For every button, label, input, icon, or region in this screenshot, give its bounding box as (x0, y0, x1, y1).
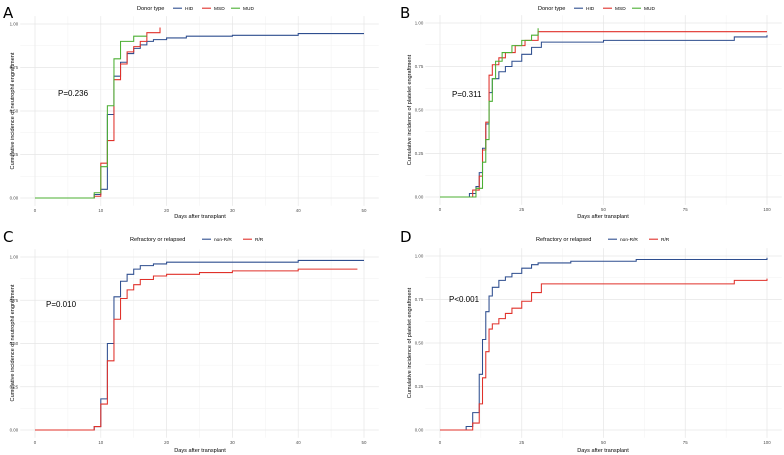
x-tick-label: 0 (34, 208, 37, 213)
y-axis-title: Cumulative incidence of platelet engraft… (407, 54, 413, 165)
legend-label: R/R (661, 237, 670, 243)
panel-letter: B (400, 4, 410, 22)
p-value-annotation: P=0.236 (58, 89, 89, 98)
x-tick-label: 30 (230, 208, 235, 213)
x-tick-label: 25 (519, 440, 524, 445)
x-tick-label: 30 (230, 440, 235, 445)
series-line-mud (35, 35, 147, 199)
panel-letter: A (3, 4, 14, 22)
legend-title: Refractory or relapsed (536, 237, 591, 243)
y-tick-label: 0.25 (10, 384, 19, 389)
y-tick-label: 1.00 (10, 22, 19, 27)
y-axis-title: Cumulative incidence of neutrophil engra… (10, 284, 16, 401)
x-tick-label: 0 (439, 207, 442, 212)
series-line-r-r (35, 268, 358, 431)
panel-c: 0 10 20 30 40 50 0.00 0.25 0.50 0.75 1.00 Days afte… (3, 228, 379, 454)
panel-d: 0 25 50 75 100 0.00 0.25 0.50 0.75 1.00 Days after… (400, 228, 782, 454)
legend: Donor type HID MSD MUD (137, 6, 254, 12)
y-tick-label: 0.75 (415, 64, 424, 69)
series-line-non-r-r (35, 259, 364, 431)
y-tick-label: 0.75 (10, 65, 19, 70)
x-tick-label: 100 (763, 440, 771, 445)
y-tick-label: 0.50 (415, 108, 424, 113)
legend-label: HID (586, 6, 595, 12)
p-value-annotation: P<0.001 (449, 295, 480, 304)
series-line-mud (440, 28, 539, 198)
legend: Donor type HID MSD MUD (538, 6, 655, 12)
series-line-non-r-r (440, 257, 768, 431)
legend-title: Donor type (538, 6, 565, 12)
p-value-annotation: P=0.010 (46, 300, 77, 309)
x-axis-title: Days after transplant (577, 214, 629, 220)
x-tick-label: 0 (34, 440, 37, 445)
panel-b: 0 25 50 75 100 0.00 0.25 0.50 0.75 1.00 Days after… (400, 4, 782, 220)
legend: Refractory or relapsed non-R/R R/R (130, 237, 264, 243)
x-tick-label: 0 (439, 440, 442, 445)
legend-label: R/R (255, 237, 264, 243)
x-tick-label: 50 (601, 440, 606, 445)
y-tick-label: 1.00 (10, 255, 19, 260)
y-tick-label: 0.25 (415, 151, 424, 156)
y-tick-label: 0.50 (10, 109, 19, 114)
x-tick-label: 50 (362, 208, 367, 213)
x-tick-label: 20 (164, 440, 169, 445)
y-tick-label: 0.00 (415, 195, 424, 200)
y-tick-label: 0.50 (10, 341, 19, 346)
series-line-msd (440, 31, 767, 198)
y-tick-label: 1.00 (415, 21, 424, 26)
panel-letter: C (3, 228, 13, 246)
y-tick-label: 1.00 (415, 254, 424, 259)
x-tick-label: 100 (763, 207, 771, 212)
series-line-hid (35, 33, 364, 199)
x-tick-label: 50 (362, 440, 367, 445)
x-tick-label: 40 (296, 440, 301, 445)
legend-label: MUD (644, 6, 655, 12)
legend-label: non-R/R (214, 237, 232, 243)
y-axis-title: Cumulative incidence of neutrophil engra… (10, 52, 16, 169)
x-tick-label: 40 (296, 208, 301, 213)
x-axis-title: Days after transplant (174, 214, 226, 220)
x-tick-label: 50 (601, 207, 606, 212)
y-tick-label: 0.00 (10, 428, 19, 433)
legend-title: Refractory or relapsed (130, 237, 185, 243)
p-value-annotation: P=0.311 (452, 90, 482, 99)
series-line-r-r (440, 278, 768, 431)
x-tick-label: 10 (98, 208, 103, 213)
legend-label: non-R/R (620, 237, 638, 243)
x-tick-label: 10 (98, 440, 103, 445)
x-tick-label: 25 (519, 207, 524, 212)
x-tick-label: 75 (683, 440, 688, 445)
y-axis-title: Cumulative incidence of platelet engraft… (407, 287, 413, 398)
legend-label: HID (185, 6, 194, 12)
y-tick-label: 0.25 (10, 152, 19, 157)
legend: Refractory or relapsed non-R/R R/R (536, 237, 670, 243)
y-tick-label: 0.75 (415, 297, 424, 302)
x-axis-title: Days after transplant (577, 448, 629, 454)
y-tick-label: 0.00 (10, 196, 19, 201)
legend-title: Donor type (137, 6, 164, 12)
y-tick-label: 0.50 (415, 341, 424, 346)
legend-label: MSD (615, 6, 626, 12)
x-axis-title: Days after transplant (174, 448, 226, 454)
x-tick-label: 75 (683, 207, 688, 212)
y-tick-label: 0.75 (10, 298, 19, 303)
x-tick-label: 20 (164, 208, 169, 213)
y-tick-label: 0.00 (415, 428, 424, 433)
legend-label: MUD (243, 6, 254, 12)
legend-label: MSD (214, 6, 225, 12)
panel-letter: D (400, 228, 412, 246)
y-tick-label: 0.25 (415, 384, 424, 389)
panel-a: 0 10 20 30 40 50 0.00 0.25 0.50 0.75 1.00 Days afte… (3, 4, 379, 220)
